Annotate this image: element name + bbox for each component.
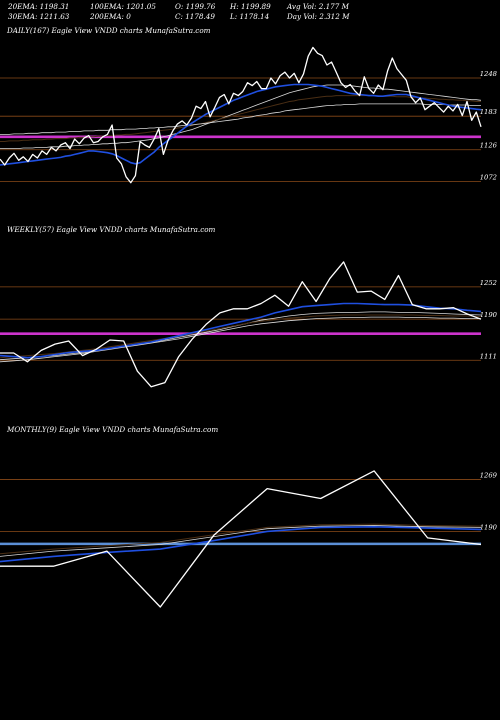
daily-y-tick-label: 1072 <box>480 173 497 181</box>
header-avg-vol: Avg Vol: 2.177 M <box>287 2 349 11</box>
header-high: H: 1199.89 <box>230 2 271 11</box>
monthly-y-tick-label: 1190 <box>480 523 498 531</box>
daily-y-tick-label: 1183 <box>480 108 497 116</box>
header-30ema: 30EMA: 1211.63 <box>8 12 70 21</box>
daily-y-tick-label: 1126 <box>480 142 498 150</box>
daily-ema-line <box>0 95 481 142</box>
header-day-vol: Day Vol: 2.312 M <box>287 12 350 21</box>
weekly-panel-title: WEEKLY(57) Eagle View VNDD charts Munafa… <box>7 225 216 234</box>
header-low: L: 1178.14 <box>230 12 270 21</box>
monthly-ema-line <box>0 525 482 563</box>
daily-y-tick-label: 1248 <box>480 70 498 78</box>
weekly-ema-line <box>0 314 482 359</box>
daily-ema-line <box>0 83 482 166</box>
weekly-price-line <box>0 261 482 388</box>
weekly-y-tick-label: 1111 <box>480 352 497 360</box>
header-open: O: 1199.76 <box>175 2 216 11</box>
monthly-ema-line <box>0 523 482 555</box>
weekly-ema-line <box>0 316 481 363</box>
weekly-y-tick-label: 1190 <box>480 311 498 319</box>
weekly-y-tick-label: 1252 <box>480 279 497 287</box>
header-200ema: 200EMA: 0 <box>90 12 131 21</box>
header-20ema: 20EMA: 1198.31 <box>8 2 70 11</box>
monthly-y-tick-label: 1269 <box>480 471 498 479</box>
daily-panel-title: DAILY(167) Eagle View VNDD charts Munafa… <box>7 26 211 35</box>
header-close: C: 1178.49 <box>175 12 215 21</box>
header-100ema: 100EMA: 1201.05 <box>90 2 156 11</box>
monthly-price-line <box>0 470 482 608</box>
monthly-panel-title: MONTHLY(9) Eagle View VNDD charts Munafa… <box>7 425 219 434</box>
weekly-ema-line <box>0 302 482 359</box>
daily-ema-line <box>0 84 482 150</box>
monthly-ema-line <box>0 525 482 557</box>
daily-price-line <box>0 46 482 184</box>
daily-ema-line <box>0 103 481 135</box>
